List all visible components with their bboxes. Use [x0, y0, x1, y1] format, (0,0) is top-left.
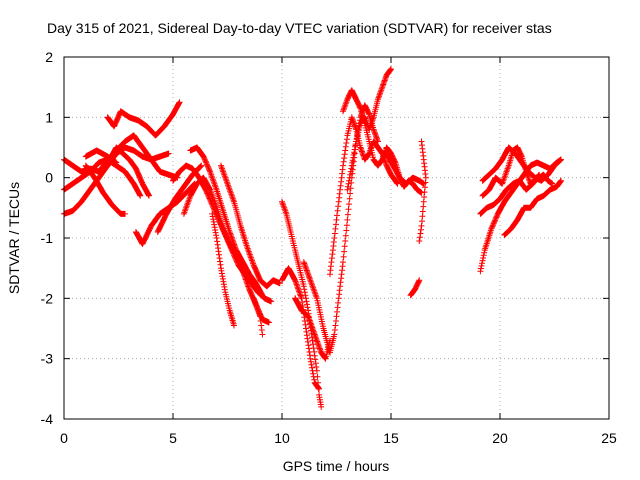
- data-point-trace: [250, 295, 266, 338]
- data-point-trace: [340, 87, 425, 196]
- data-point-trace: [180, 174, 272, 326]
- data-point-trace: [407, 277, 423, 299]
- data-point-trace: [501, 177, 564, 238]
- data-point-trace: [292, 295, 333, 362]
- data-point-trace: [187, 144, 266, 299]
- y-tick-label: -1: [41, 230, 54, 246]
- x-tick-label: 5: [169, 430, 177, 446]
- chart-title: Day 315 of 2021, Sidereal Day-to-day VTE…: [47, 20, 552, 36]
- data-point-trace: [218, 162, 283, 290]
- data-point-trace: [98, 144, 152, 199]
- x-axis-title: GPS time / hours: [283, 458, 390, 474]
- x-tick-label: 25: [601, 430, 617, 446]
- y-tick-label: 2: [45, 49, 53, 65]
- tick-layer: 0 5 10 15 20 25 -4 -3 -2 -1 0 1 2: [41, 49, 617, 446]
- x-tick-label: 15: [383, 430, 399, 446]
- x-tick-label: 0: [60, 430, 68, 446]
- y-tick-label: -2: [41, 290, 54, 306]
- y-tick-label: 1: [45, 109, 53, 125]
- data-point-trace: [327, 114, 401, 278]
- y-axis-title: SDTVAR / TECUs: [6, 182, 22, 294]
- data-point-trace: [82, 162, 128, 217]
- data-point-trace: [477, 171, 543, 217]
- data-layer: [61, 66, 564, 410]
- data-point-trace: [209, 210, 237, 329]
- x-tick-label: 10: [274, 430, 290, 446]
- y-tick-label: -4: [41, 411, 54, 427]
- data-point-trace: [61, 132, 181, 217]
- data-point-trace: [104, 99, 183, 139]
- data-point-trace: [479, 144, 564, 184]
- x-tick-label: 20: [492, 430, 508, 446]
- data-point-trace: [279, 265, 323, 392]
- data-point-trace: [416, 138, 429, 244]
- data-point-trace: [383, 150, 427, 187]
- y-tick-label: 0: [45, 170, 53, 186]
- y-tick-label: -3: [41, 351, 54, 367]
